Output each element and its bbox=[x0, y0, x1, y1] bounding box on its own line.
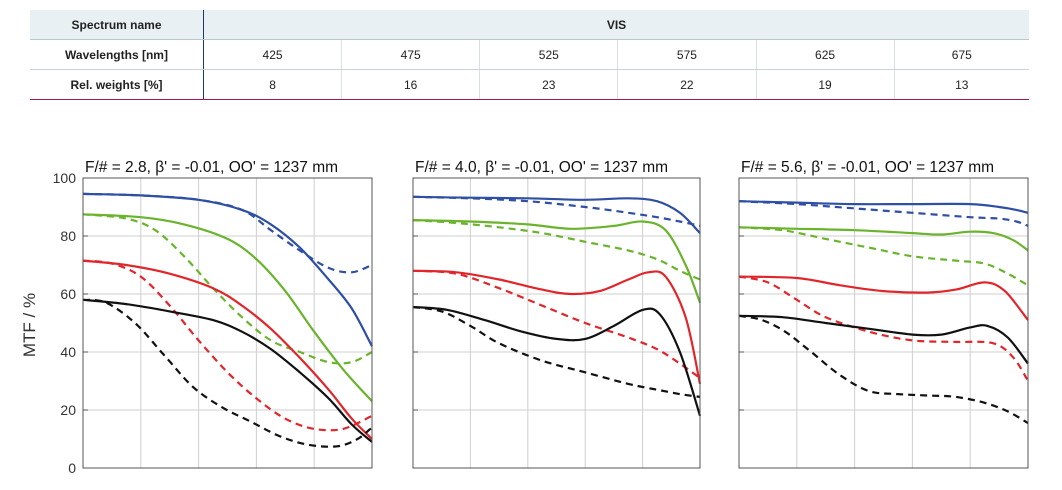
y-tick-label: 0 bbox=[68, 460, 76, 476]
y-tick-label: 20 bbox=[60, 402, 76, 418]
chart-title: F/# = 2.8, β' = -0.01, OO' = 1237 mm bbox=[85, 159, 338, 176]
plot-area bbox=[83, 178, 372, 468]
chart-title: F/# = 5.6, β' = -0.01, OO' = 1237 mm bbox=[741, 159, 994, 176]
mtf-charts: MTF / % F/# = 2.8, β' = -0.01, OO' = 123… bbox=[0, 0, 1062, 490]
y-tick-label: 40 bbox=[60, 344, 76, 360]
y-tick-label: 60 bbox=[60, 286, 76, 302]
y-tick-label: 80 bbox=[60, 228, 76, 244]
y-tick-label: 100 bbox=[53, 170, 77, 186]
y-axis-label: MTF / % bbox=[20, 293, 39, 357]
plot-area bbox=[739, 178, 1028, 468]
chart-title: F/# = 4.0, β' = -0.01, OO' = 1237 mm bbox=[415, 159, 668, 176]
